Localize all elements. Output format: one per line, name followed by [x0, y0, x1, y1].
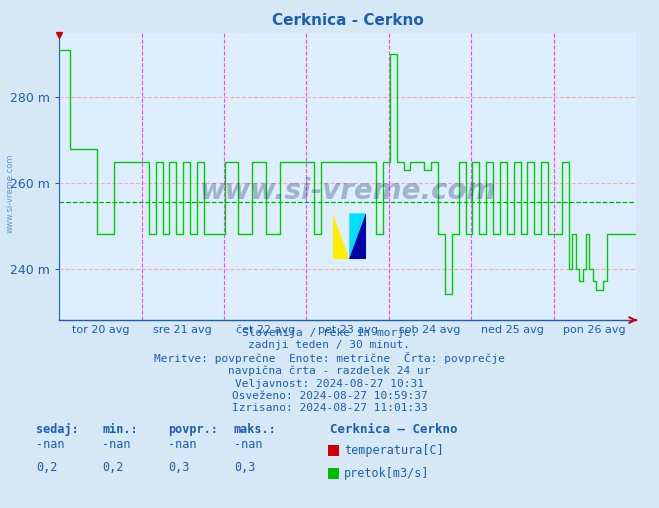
Text: zadnji teden / 30 minut.: zadnji teden / 30 minut.	[248, 340, 411, 351]
Text: navpična črta - razdelek 24 ur: navpična črta - razdelek 24 ur	[228, 366, 431, 376]
Polygon shape	[349, 213, 366, 259]
Polygon shape	[333, 213, 349, 259]
Text: maks.:: maks.:	[234, 423, 277, 436]
Text: temperatura[C]: temperatura[C]	[344, 444, 444, 457]
Text: 0,2: 0,2	[102, 461, 123, 474]
Title: Cerknica - Cerkno: Cerknica - Cerkno	[272, 13, 424, 28]
Text: -nan: -nan	[36, 438, 65, 451]
Text: Osveženo: 2024-08-27 10:59:37: Osveženo: 2024-08-27 10:59:37	[231, 391, 428, 401]
Text: -nan: -nan	[234, 438, 262, 451]
Polygon shape	[349, 213, 366, 259]
Text: Veljavnost: 2024-08-27 10:31: Veljavnost: 2024-08-27 10:31	[235, 378, 424, 389]
Text: 0,2: 0,2	[36, 461, 57, 474]
Text: sedaj:: sedaj:	[36, 423, 79, 436]
Text: Meritve: povprečne  Enote: metrične  Črta: povprečje: Meritve: povprečne Enote: metrične Črta:…	[154, 352, 505, 364]
Text: Slovenija / reke in morje.: Slovenija / reke in morje.	[242, 328, 417, 338]
Text: 0,3: 0,3	[168, 461, 189, 474]
Text: 0,3: 0,3	[234, 461, 255, 474]
Text: povpr.:: povpr.:	[168, 423, 218, 436]
Text: pretok[m3/s]: pretok[m3/s]	[344, 467, 430, 480]
Text: Cerknica – Cerkno: Cerknica – Cerkno	[330, 423, 457, 436]
Text: min.:: min.:	[102, 423, 138, 436]
Text: www.si-vreme.com: www.si-vreme.com	[200, 177, 496, 205]
Text: www.si-vreme.com: www.si-vreme.com	[5, 153, 14, 233]
Text: Izrisano: 2024-08-27 11:01:33: Izrisano: 2024-08-27 11:01:33	[231, 403, 428, 414]
Text: -nan: -nan	[168, 438, 196, 451]
Text: -nan: -nan	[102, 438, 130, 451]
